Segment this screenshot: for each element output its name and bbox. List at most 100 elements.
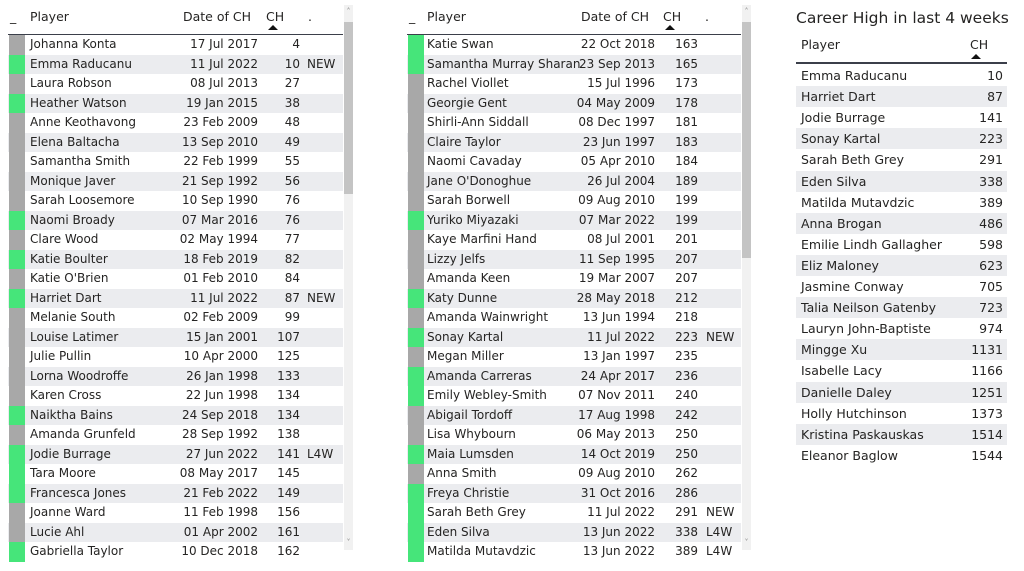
table-row[interactable]: Shirli-Ann Siddall 08 Dec 1997 181 — [407, 113, 741, 133]
scroll-up-icon[interactable]: ˄ — [744, 7, 749, 16]
scrollbar[interactable]: ˄ ˅ — [344, 5, 353, 550]
table-row[interactable]: Lorna Woodroffe 26 Jan 1998 133 — [8, 366, 343, 386]
ch-cell: 1514 — [971, 426, 1003, 442]
table-row[interactable]: Joanne Ward 11 Feb 1998 156 — [8, 503, 343, 523]
player-header[interactable]: Player — [801, 37, 840, 52]
player-header[interactable]: Player — [30, 9, 69, 24]
scroll-thumb[interactable] — [344, 22, 353, 194]
table-row[interactable]: Sonay Kartal 223 — [796, 128, 1007, 150]
table-row[interactable]: Amanda Carreras 24 Apr 2017 236 — [407, 366, 741, 386]
table-row[interactable]: Harriet Dart 11 Jul 2022 87 NEW — [8, 288, 343, 308]
date-cell: 19 Mar 2007 — [578, 271, 655, 285]
indicator-header[interactable]: _ — [10, 9, 17, 24]
table-row[interactable]: Melanie South 02 Feb 2009 99 — [8, 308, 343, 328]
table-row[interactable]: Matilda Mutavdzic 13 Jun 2022 389 L4W — [407, 542, 741, 562]
table-row[interactable]: Naomi Broady 07 Mar 2016 76 — [8, 210, 343, 230]
table-row[interactable]: Abigail Tordoff 17 Aug 1998 242 — [407, 405, 741, 425]
table-row[interactable]: Eleanor Baglow 1544 — [796, 445, 1007, 466]
date-header[interactable]: Date of CH — [581, 9, 649, 24]
table-row[interactable]: Naomi Cavaday 05 Apr 2010 184 — [407, 152, 741, 172]
table-row[interactable]: Harriet Dart 87 — [796, 86, 1007, 108]
scroll-thumb[interactable] — [742, 22, 751, 258]
table-row[interactable]: Kaye Marfini Hand 08 Jul 2001 201 — [407, 230, 741, 250]
player-header[interactable]: Player — [427, 9, 466, 24]
table-row[interactable]: Julie Pullin 10 Apr 2000 125 — [8, 347, 343, 367]
table-row[interactable]: Georgie Gent 04 May 2009 178 — [407, 93, 741, 113]
ch-header[interactable]: CH — [663, 9, 682, 24]
table-row[interactable]: Katie Swan 22 Oct 2018 163 — [407, 35, 741, 55]
table-row[interactable]: Lucie Ahl 01 Apr 2002 161 — [8, 522, 343, 542]
table-row[interactable]: Jodie Burrage 141 — [796, 107, 1007, 128]
table-row[interactable]: Clare Wood 02 May 1994 77 — [8, 230, 343, 250]
table-row[interactable]: Emma Raducanu 10 — [796, 65, 1007, 86]
table-row[interactable]: Sarah Borwell 09 Aug 2010 199 — [407, 191, 741, 211]
table-row[interactable]: Francesca Jones 21 Feb 2022 149 — [8, 483, 343, 503]
table-row[interactable]: Emilie Lindh Gallagher 598 — [796, 234, 1007, 255]
player-cell: Kristina Paskauskas — [801, 426, 924, 442]
tag-header[interactable]: . — [705, 9, 709, 24]
table-row[interactable]: Elena Baltacha 13 Sep 2010 49 — [8, 132, 343, 152]
table-row[interactable]: Lisa Whybourn 06 May 2013 250 — [407, 425, 741, 445]
table-row[interactable]: Sarah Beth Grey 291 — [796, 149, 1007, 170]
table-row[interactable]: Sonay Kartal 11 Jul 2022 223 NEW — [407, 327, 741, 347]
scrollbar[interactable]: ˄ ˅ — [742, 5, 751, 550]
table-row[interactable]: Sarah Loosemore 10 Sep 1990 76 — [8, 191, 343, 211]
table-row[interactable]: Amanda Grunfeld 28 Sep 1992 138 — [8, 425, 343, 445]
scroll-down-icon[interactable]: ˅ — [744, 538, 749, 547]
table-row[interactable]: Laura Robson 08 Jul 2013 27 — [8, 74, 343, 94]
table-row[interactable]: Maia Lumsden 14 Oct 2019 250 — [407, 444, 741, 464]
table-row[interactable]: Megan Miller 13 Jan 1997 235 — [407, 347, 741, 367]
table-row[interactable]: Jasmine Conway 705 — [796, 276, 1007, 297]
table-row[interactable]: Matilda Mutavdzic 389 — [796, 192, 1007, 213]
table-row[interactable]: Holly Hutchinson 1373 — [796, 403, 1007, 424]
table-row[interactable]: Anna Brogan 486 — [796, 212, 1007, 234]
table-row[interactable]: Isabelle Lacy 1166 — [796, 360, 1007, 381]
table-row[interactable]: Emily Webley-Smith 07 Nov 2011 240 — [407, 386, 741, 406]
table-row[interactable]: Lauryn John-Baptiste 974 — [796, 318, 1007, 339]
table-row[interactable]: Kristina Paskauskas 1514 — [796, 423, 1007, 445]
table-row[interactable]: Heather Watson 19 Jan 2015 38 — [8, 93, 343, 113]
table-row[interactable]: Katy Dunne 28 May 2018 212 — [407, 288, 741, 308]
table-row[interactable]: Gabriella Taylor 10 Dec 2018 162 — [8, 542, 343, 562]
ch-header[interactable]: CH — [266, 9, 285, 24]
table-row[interactable]: Jodie Burrage 27 Jun 2022 141 L4W — [8, 444, 343, 464]
table-row[interactable]: Katie O'Brien 01 Feb 2010 84 — [8, 269, 343, 289]
player-cell: Abigail Tordoff — [427, 407, 513, 422]
scroll-down-icon[interactable]: ˅ — [346, 538, 351, 547]
table-row[interactable]: Jane O'Donoghue 26 Jul 2004 189 — [407, 171, 741, 191]
table-row[interactable]: Karen Cross 22 Jun 1998 134 — [8, 386, 343, 406]
ch-header[interactable]: CH — [970, 37, 989, 52]
table-row[interactable]: Anna Smith 09 Aug 2010 262 — [407, 464, 741, 484]
status-indicator-gray — [9, 35, 25, 55]
table-row[interactable]: Lizzy Jelfs 11 Sep 1995 207 — [407, 249, 741, 269]
table-row[interactable]: Claire Taylor 23 Jun 1997 183 — [407, 132, 741, 152]
indicator-header[interactable]: _ — [409, 9, 416, 24]
table-row[interactable]: Amanda Wainwright 13 Jun 1994 218 — [407, 308, 741, 328]
table-row[interactable]: Anne Keothavong 23 Feb 2009 48 — [8, 113, 343, 133]
table-row[interactable]: Samantha Murray Sharan 23 Sep 2013 165 — [407, 54, 741, 74]
table-row[interactable]: Louise Latimer 15 Jan 2001 107 — [8, 327, 343, 347]
table-row[interactable]: Eden Silva 13 Jun 2022 338 L4W — [407, 522, 741, 542]
table-row[interactable]: Katie Boulter 18 Feb 2019 82 — [8, 249, 343, 269]
table-row[interactable]: Monique Javer 21 Sep 1992 56 — [8, 171, 343, 191]
table-row[interactable]: Eliz Maloney 623 — [796, 254, 1007, 276]
table-row[interactable]: Mingge Xu 1131 — [796, 339, 1007, 361]
table-row[interactable]: Amanda Keen 19 Mar 2007 207 — [407, 269, 741, 289]
table-row[interactable]: Freya Christie 31 Oct 2016 286 — [407, 483, 741, 503]
table-row[interactable]: Rachel Viollet 15 Jul 1996 173 — [407, 74, 741, 94]
table-row[interactable]: Sarah Beth Grey 11 Jul 2022 291 NEW — [407, 503, 741, 523]
table-row[interactable]: Tara Moore 08 May 2017 145 — [8, 464, 343, 484]
table-row[interactable]: Yuriko Miyazaki 07 Mar 2022 199 — [407, 210, 741, 230]
table-row[interactable]: Samantha Smith 22 Feb 1999 55 — [8, 152, 343, 172]
table-row[interactable]: Naiktha Bains 24 Sep 2018 134 — [8, 405, 343, 425]
table-row[interactable]: Emma Raducanu 11 Jul 2022 10 NEW — [8, 54, 343, 74]
table-row[interactable]: Eden Silva 338 — [796, 170, 1007, 192]
date-header[interactable]: Date of CH — [183, 9, 251, 24]
date-cell: 01 Apr 2002 — [183, 524, 258, 539]
ch-cell: 189 — [675, 173, 698, 188]
scroll-up-icon[interactable]: ˄ — [346, 7, 351, 16]
table-row[interactable]: Talia Neilson Gatenby 723 — [796, 297, 1007, 319]
table-row[interactable]: Johanna Konta 17 Jul 2017 4 — [8, 35, 343, 55]
tag-header[interactable]: . — [308, 9, 312, 24]
table-row[interactable]: Danielle Daley 1251 — [796, 381, 1007, 403]
